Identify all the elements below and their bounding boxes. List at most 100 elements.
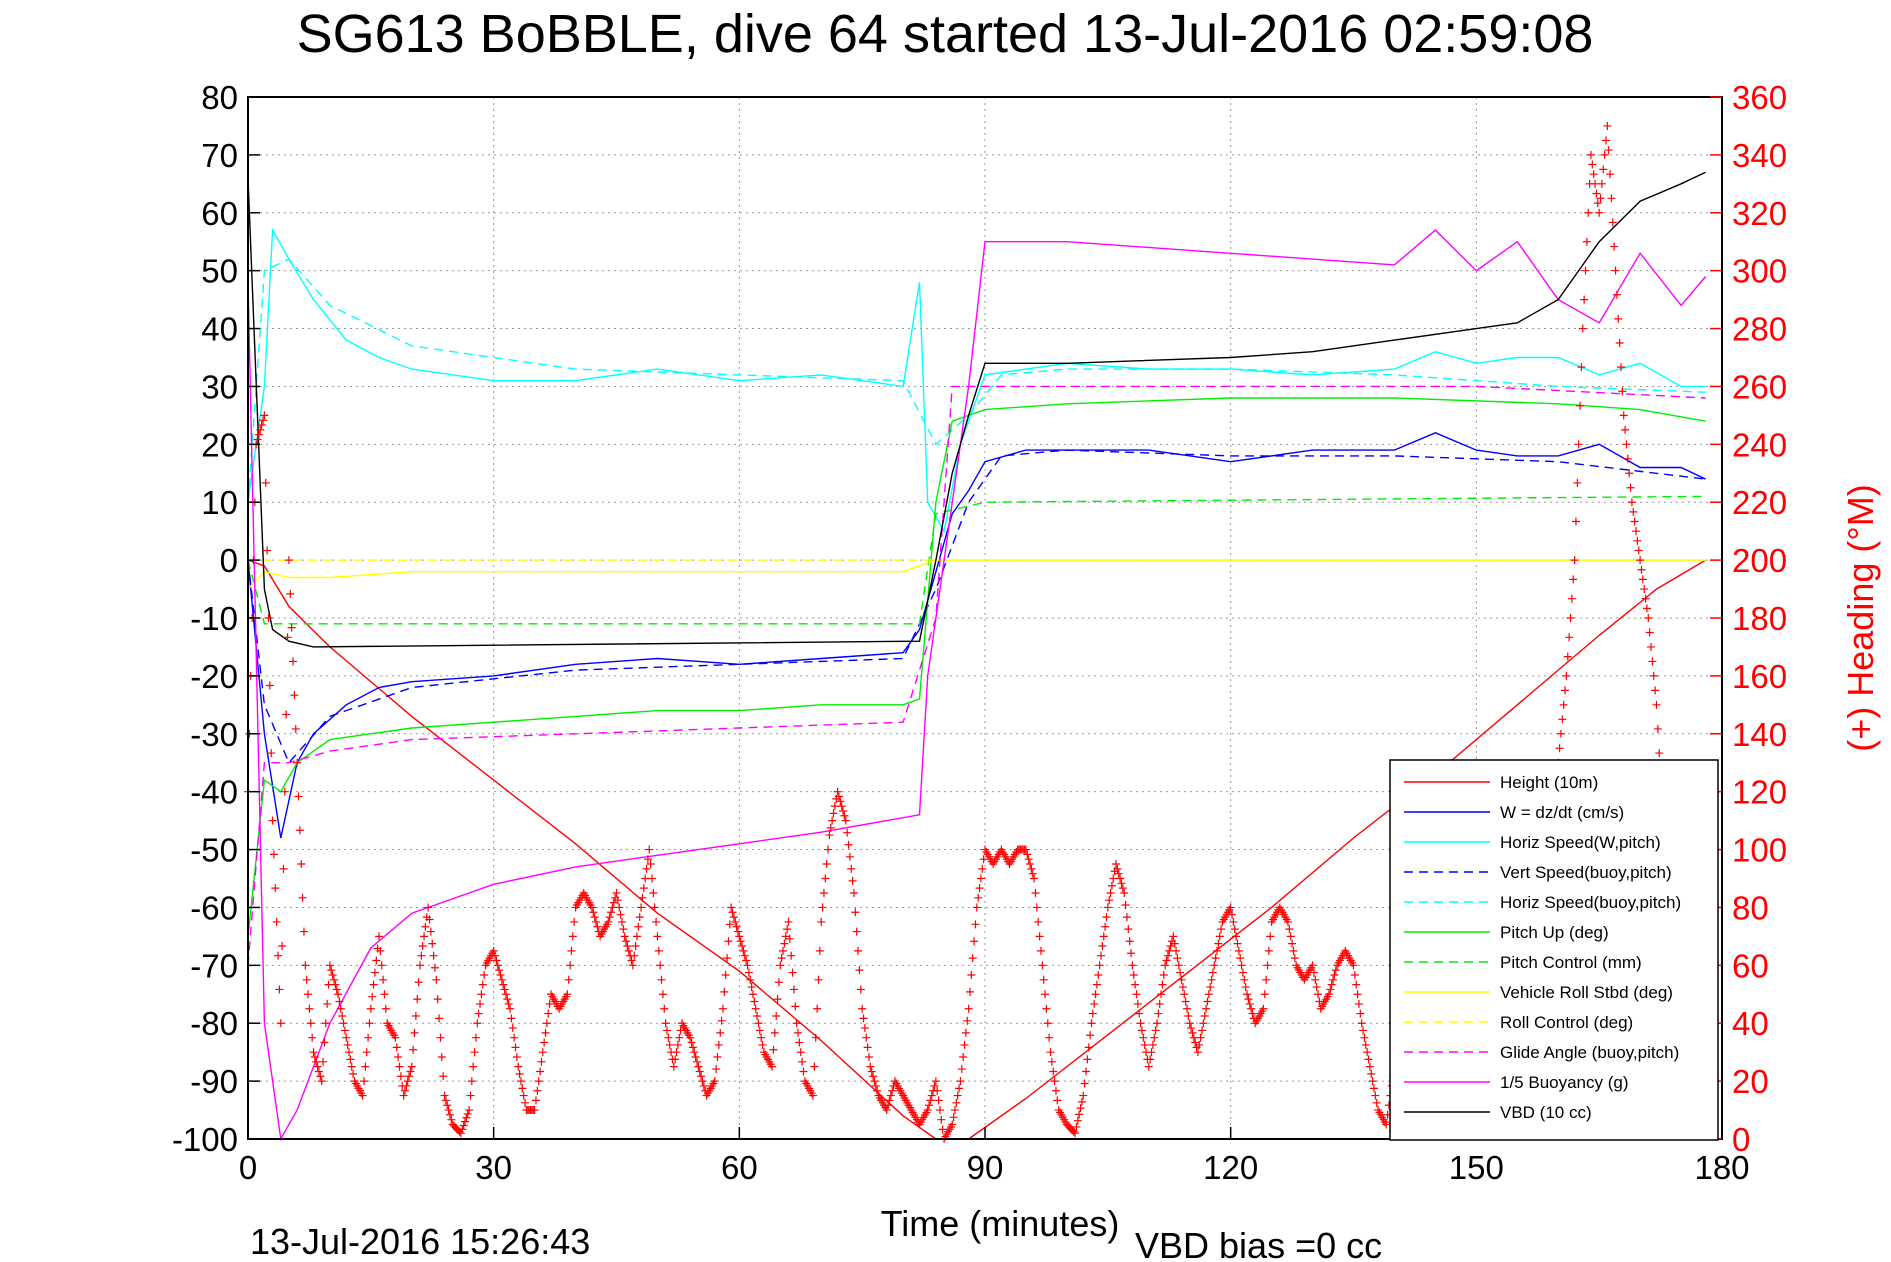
heading-point (269, 850, 278, 859)
heading-point (587, 903, 596, 912)
legend-entry-4: Vert Speed(buoy,pitch) (1500, 863, 1672, 882)
heading-point (698, 1077, 707, 1086)
heading-point (1615, 339, 1624, 348)
heading-point (1082, 1067, 1090, 1076)
heading-point (1364, 1055, 1373, 1064)
heading-point (697, 1072, 706, 1081)
heading-point (500, 985, 509, 994)
heading-point (257, 421, 266, 430)
heading-point (623, 942, 632, 951)
heading-point (491, 951, 500, 960)
heading-point (264, 614, 273, 622)
heading-point (1174, 961, 1183, 970)
y-tick-label: 70 (201, 137, 238, 174)
heading-point (783, 925, 792, 934)
heading-point (1561, 686, 1570, 695)
heading-point (849, 888, 858, 897)
heading-point (736, 937, 745, 946)
heading-point (724, 937, 733, 946)
heading-point (263, 546, 272, 555)
heading-point (420, 932, 429, 941)
heading-point (755, 1026, 764, 1035)
heading-point (1206, 983, 1215, 992)
heading-point (1041, 990, 1050, 999)
heading-point (833, 787, 842, 796)
heading-point (1591, 179, 1600, 188)
heading-point (1288, 939, 1297, 948)
heading-point (443, 1101, 452, 1110)
heading-point (320, 1038, 329, 1047)
heading-point (867, 1067, 876, 1076)
heading-point (1213, 946, 1222, 955)
heading-point (493, 961, 502, 970)
heading-point (1652, 700, 1661, 709)
heading-point (781, 932, 790, 941)
heading-point (1107, 881, 1116, 890)
heading-point (1139, 1033, 1148, 1042)
heading-point (605, 913, 614, 922)
heading-point (965, 987, 974, 996)
heading-point (1178, 983, 1187, 992)
heading-point (414, 978, 423, 987)
heading-point (1629, 507, 1638, 516)
heading-point (1238, 968, 1247, 977)
heading-point (967, 970, 976, 979)
heading-point (937, 1115, 946, 1124)
x-tick-label: 150 (1449, 1149, 1504, 1186)
heading-point (1627, 498, 1636, 507)
heading-point (718, 1004, 727, 1013)
heading-point (444, 1106, 453, 1115)
footer-vbd-bias: VBD bias =0 cc (1135, 1225, 1382, 1262)
heading-point (656, 961, 665, 970)
heading-point (814, 975, 823, 984)
heading-point (400, 1086, 409, 1095)
heading-point (1259, 1004, 1268, 1013)
heading-point (342, 1033, 351, 1042)
heading-point (1330, 970, 1339, 979)
heading-point (1600, 150, 1609, 159)
heading-point (758, 1040, 767, 1049)
heading-point (1262, 975, 1271, 984)
heading-point (748, 990, 757, 999)
heading-point (1208, 968, 1217, 977)
heading-point (376, 946, 385, 955)
heading-point (299, 927, 308, 936)
heading-point (873, 1086, 882, 1095)
heading-point (645, 845, 654, 854)
heading-point (1131, 980, 1140, 989)
x-tick-label: 90 (967, 1149, 1004, 1186)
series-line-2 (247, 432, 1706, 839)
x-axis-label: Time (minutes) (881, 1203, 1120, 1244)
heading-point (1084, 1043, 1093, 1052)
heading-point (369, 980, 378, 989)
heading-point (750, 997, 759, 1006)
x-tick-label: 0 (239, 1149, 257, 1186)
heading-point (1647, 642, 1656, 651)
heading-point (298, 893, 307, 902)
heading-point (1157, 990, 1166, 999)
heading-point (424, 903, 433, 912)
heading-point (301, 961, 310, 970)
heading-point (926, 1096, 935, 1105)
heading-point (1161, 961, 1170, 970)
heading-point (495, 966, 504, 975)
heading-point (725, 920, 734, 929)
heading-point (1121, 901, 1130, 910)
heading-point (1204, 990, 1213, 999)
heading-point (534, 1077, 543, 1086)
heading-point (570, 917, 579, 926)
y-right-tick-label: 240 (1732, 426, 1787, 463)
heading-point (1570, 556, 1579, 565)
heading-point (673, 1040, 682, 1049)
heading-point (364, 1033, 373, 1042)
heading-point (733, 927, 742, 936)
y-right-tick-label: 360 (1732, 79, 1787, 116)
heading-point (953, 1091, 962, 1100)
heading-point (329, 975, 338, 984)
heading-point (339, 1019, 348, 1028)
heading-point (1042, 1004, 1051, 1013)
heading-point (1177, 975, 1186, 984)
heading-point (1644, 614, 1653, 622)
heading-point (519, 1091, 528, 1100)
heading-point (1120, 888, 1129, 897)
